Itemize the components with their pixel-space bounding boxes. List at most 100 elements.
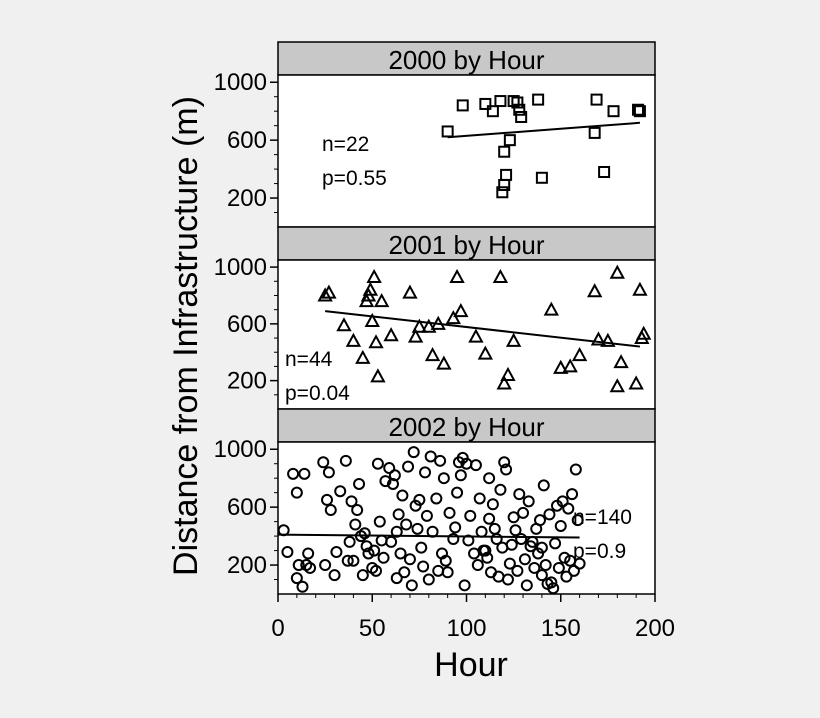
data-point [292,559,305,572]
data-point [336,317,352,332]
data-point [518,553,531,566]
panel-annotation: n=44 [285,348,333,371]
data-point [411,522,424,535]
data-point [537,479,550,492]
panel-2: 2001 by Hour 200 600 1000 n=44 p=0.04 [214,226,656,410]
data-point [628,375,644,390]
data-point [386,477,399,490]
data-point [494,95,507,108]
data-point [317,287,333,302]
data-point [439,554,452,567]
x-axis: 0 50 100 150 200 [271,594,675,642]
data-point [513,488,526,501]
data-point [586,283,603,298]
panel-strip [277,408,656,443]
data-point [609,378,625,393]
data-point [562,358,578,373]
data-point [441,125,454,138]
panel-title: 2002 by Hour [388,412,544,442]
data-point [549,537,562,550]
data-point [417,560,430,573]
data-point [377,551,390,564]
data-point [392,508,405,521]
data-point [339,454,352,467]
data-point [373,293,390,308]
data-point [403,553,416,566]
data-point [539,559,552,572]
data-point [492,268,509,284]
data-point [483,472,496,485]
data-point [500,463,513,476]
data-point [347,554,360,567]
data-point [507,511,520,524]
data-point [535,171,548,184]
data-point [434,454,447,467]
data-point [343,535,356,548]
data-point [520,579,533,592]
data-point [353,477,366,490]
data-point [368,544,381,557]
data-point [553,359,569,374]
data-point [430,492,443,505]
data-point [573,557,586,570]
data-point [456,99,469,112]
data-point [483,512,496,525]
data-point [396,489,409,502]
data-point [486,105,499,118]
data-point [513,103,526,116]
panel-annotation: p=0.04 [285,382,350,405]
data-point [407,328,424,343]
data-point [290,486,303,499]
y-tick-label: 200 [227,368,267,395]
data-point [451,486,464,499]
data-point [469,459,482,472]
data-point [334,485,347,498]
data-point [498,145,511,158]
data-point [534,514,547,527]
data-point [552,561,565,574]
data-point [345,495,358,508]
data-point [481,551,494,564]
data-point [370,368,386,383]
data-point [407,446,420,459]
data-point [366,268,382,284]
data-point [477,345,494,360]
data-point [437,472,450,485]
data-point [590,331,607,346]
data-point [613,354,629,369]
data-point [479,544,492,557]
data-point [415,541,428,554]
panel-annotation: p=0.55 [322,167,387,190]
data-point [390,572,403,585]
data-point [322,466,335,479]
data-point [554,519,567,532]
data-point [304,561,317,574]
data-point [330,546,343,559]
plot-frame [277,259,656,410]
data-point [383,462,396,475]
data-point [317,456,330,469]
data-point [543,508,556,521]
data-point [454,469,467,482]
data-point [421,318,437,333]
panel-annotation: n=140 [573,506,632,529]
data-point [600,332,616,347]
data-point [296,580,309,593]
data-point [364,312,380,328]
data-point [511,564,524,577]
y-axis-label: Distance from Infrastructure (m) [167,96,205,576]
data-point [324,504,337,517]
panel-title: 2001 by Hour [388,230,544,260]
data-point [475,525,488,538]
data-point [500,366,516,381]
data-point [420,509,433,522]
x-tick-label: 150 [541,615,581,642]
panel-strip [277,41,656,76]
data-point [449,521,462,534]
data-point [503,134,516,147]
data-point [430,315,446,330]
data-point [490,532,503,545]
data-point [473,492,486,505]
data-point [590,93,603,106]
